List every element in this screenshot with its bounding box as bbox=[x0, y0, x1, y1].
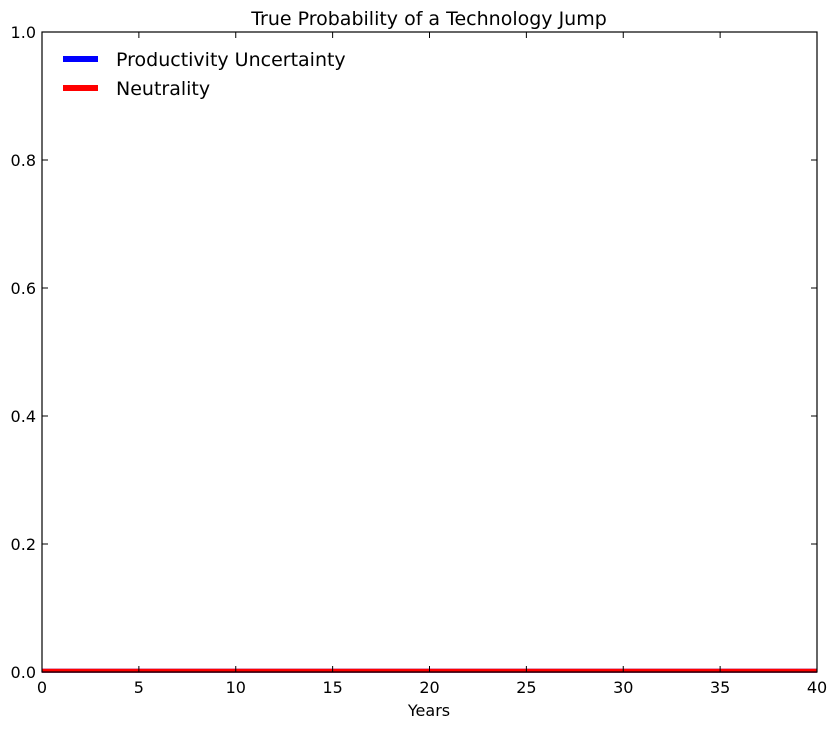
y-tick-label: 1.0 bbox=[11, 23, 36, 42]
y-tick-label: 0.0 bbox=[11, 663, 36, 682]
plot-frame bbox=[41, 31, 818, 673]
x-axis: 0 5 10 15 20 25 30 35 40 bbox=[37, 32, 827, 697]
x-tick-label: 40 bbox=[807, 678, 827, 697]
x-tick-label: 0 bbox=[37, 678, 47, 697]
x-tick-label: 25 bbox=[516, 678, 536, 697]
y-tick-label: 0.6 bbox=[11, 279, 36, 298]
x-tick-label: 35 bbox=[710, 678, 730, 697]
x-tick-label: 20 bbox=[419, 678, 439, 697]
x-tick-label: 30 bbox=[613, 678, 633, 697]
legend: Productivity Uncertainty Neutrality bbox=[63, 49, 346, 100]
x-tick-label: 15 bbox=[322, 678, 342, 697]
y-tick-label: 0.8 bbox=[11, 151, 36, 170]
y-tick-label: 0.2 bbox=[11, 535, 36, 554]
chart-title: True Probability of a Technology Jump bbox=[250, 8, 607, 30]
y-tick-label: 0.4 bbox=[11, 407, 36, 426]
x-tick-label: 10 bbox=[226, 678, 246, 697]
x-axis-label: Years bbox=[407, 701, 450, 720]
x-tick-label: 5 bbox=[134, 678, 144, 697]
legend-label-2: Neutrality bbox=[116, 78, 210, 100]
y-axis: 0.0 0.2 0.4 0.6 0.8 1.0 bbox=[11, 23, 817, 682]
legend-label-1: Productivity Uncertainty bbox=[116, 49, 346, 71]
